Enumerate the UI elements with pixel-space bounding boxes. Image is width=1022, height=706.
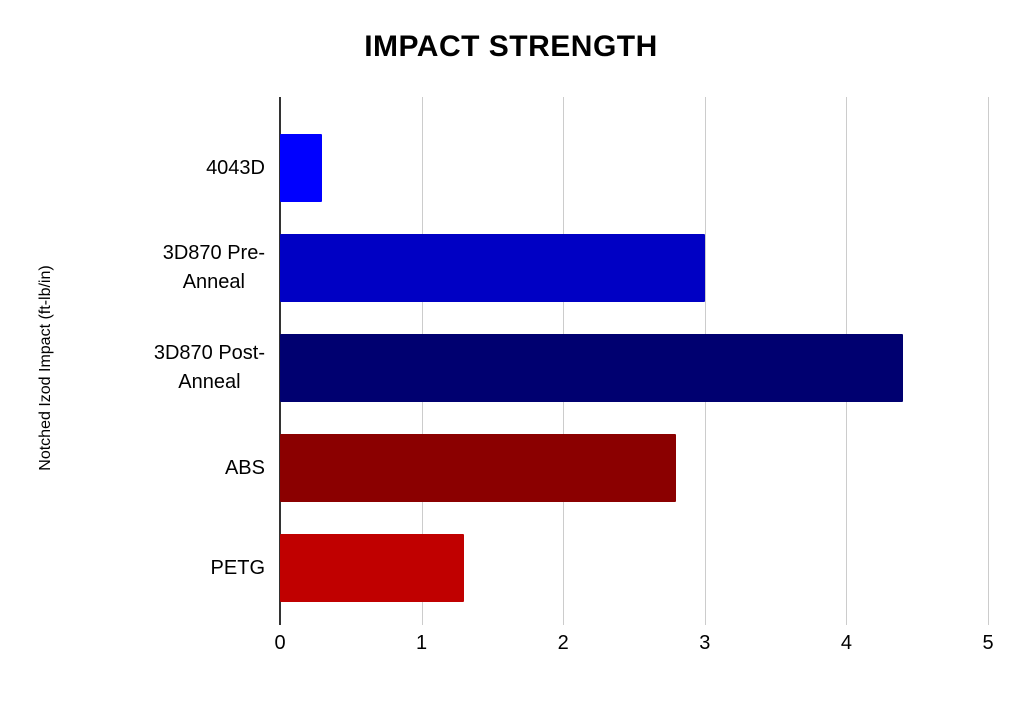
category-label-row-petg: PETG xyxy=(0,518,265,618)
category-label-row-4043d: 4043D xyxy=(0,118,265,218)
category-label-row-abs: ABS xyxy=(0,418,265,518)
x-tick-label-1: 1 xyxy=(416,632,428,654)
category-axis-labels: 4043D 3D870 Pre- Anneal 3D870 Post- Anneal… xyxy=(0,118,265,618)
category-label-abs: ABS xyxy=(224,456,265,479)
category-label-4043d: 4043D xyxy=(206,156,265,179)
x-tick-label-5: 5 xyxy=(982,632,994,654)
bar-4043d xyxy=(280,134,323,202)
category-label-row-3d870-post-anneal: 3D870 Post- Anneal xyxy=(0,318,265,418)
bars-layer xyxy=(280,118,988,618)
bar-3d870-post-anneal xyxy=(280,334,904,402)
bar-row-petg xyxy=(280,518,988,618)
plot-area: 0 1 2 3 4 5 xyxy=(274,97,994,654)
bar-row-4043d xyxy=(280,118,988,218)
x-tick-label-2: 2 xyxy=(557,632,569,654)
bar-abs xyxy=(280,434,677,502)
category-label-3d870-post-anneal: 3D870 Post- Anneal xyxy=(153,342,265,393)
bar-row-abs xyxy=(280,418,988,518)
bar-3d870-pre-anneal xyxy=(280,234,705,302)
x-tick-label-0: 0 xyxy=(274,632,286,654)
bar-row-3d870-post-anneal xyxy=(280,318,988,418)
x-tick-label-3: 3 xyxy=(699,632,711,654)
category-label-3d870-pre-anneal: 3D870 Pre- Anneal xyxy=(162,242,265,293)
x-tick-label-4: 4 xyxy=(840,632,852,654)
category-label-petg: PETG xyxy=(210,556,265,579)
gridline-5 xyxy=(988,97,989,625)
chart-title: IMPACT STRENGTH xyxy=(364,30,658,63)
category-label-row-3d870-pre-anneal: 3D870 Pre- Anneal xyxy=(0,218,265,318)
bar-petg xyxy=(280,534,465,602)
bar-row-3d870-pre-anneal xyxy=(280,218,988,318)
